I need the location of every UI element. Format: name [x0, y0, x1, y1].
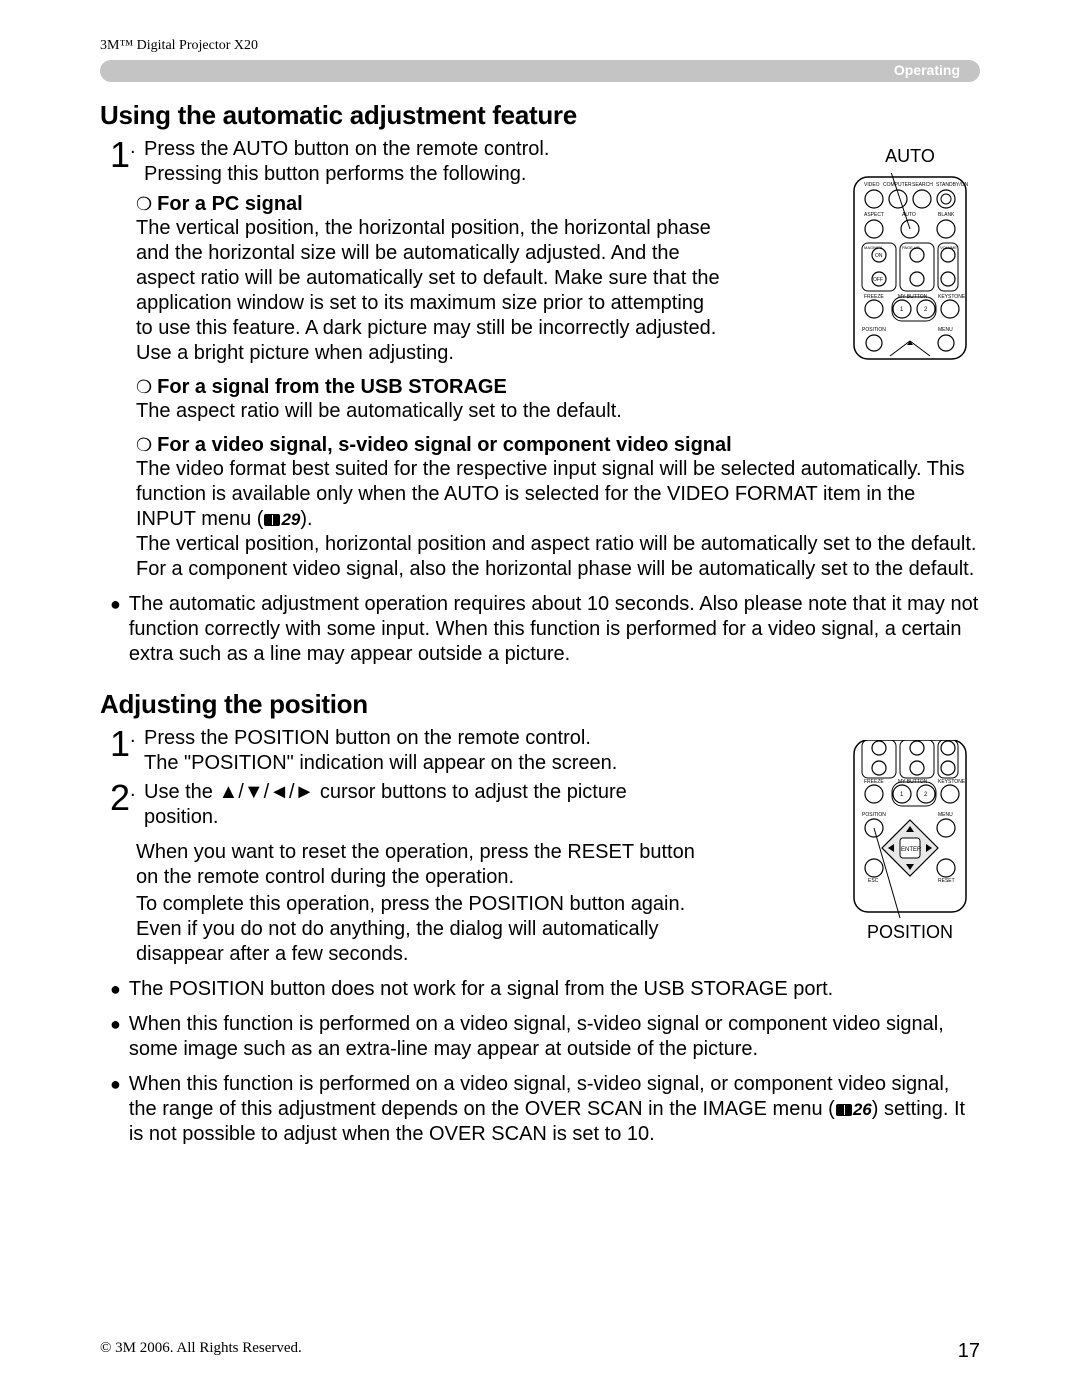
auto-label: AUTO — [850, 146, 970, 167]
svg-text:MY BUTTON: MY BUTTON — [898, 779, 928, 785]
section2-bullet3: When this function is performed on a vid… — [129, 1072, 980, 1147]
svg-text:OFF: OFF — [873, 277, 883, 283]
svg-text:VOLUME: VOLUME — [940, 245, 957, 250]
section-tab-bar: Operating — [100, 60, 980, 82]
svg-text:MY BUTTON: MY BUTTON — [898, 294, 928, 300]
page-number: 17 — [958, 1340, 980, 1363]
svg-text:COMPUTER: COMPUTER — [883, 182, 912, 188]
svg-text:KEYSTONE: KEYSTONE — [938, 779, 966, 785]
usb-signal-body: The aspect ratio will be automatically s… — [136, 399, 980, 424]
position-label: POSITION — [850, 922, 970, 943]
video-signal-body: The video format best suited for the res… — [136, 457, 980, 582]
svg-text:ENTER: ENTER — [901, 847, 922, 853]
svg-text:MENU: MENU — [938, 327, 953, 333]
section2-bullet2: When this function is performed on a vid… — [129, 1012, 980, 1062]
book-icon — [836, 1104, 852, 1116]
svg-text:POSITION: POSITION — [862, 812, 886, 818]
bullet-icon: ● — [110, 977, 121, 1002]
section2-para1: When you want to reset the operation, pr… — [136, 840, 716, 890]
bullet-icon: ● — [110, 592, 121, 667]
section1-bullet1: The automatic adjustment operation requi… — [129, 592, 980, 667]
video-signal-heading: For a video signal, s-video signal or co… — [136, 434, 980, 457]
section2-step2: Use the ▲/▼/◄/► cursor buttons to adjust… — [144, 780, 704, 830]
svg-text:AUTO: AUTO — [902, 212, 916, 218]
pc-signal-heading: For a PC signal — [136, 193, 721, 216]
remote-auto-figure: AUTO VIDEO COMPUTER SEARCH STANDBY/ON AS… — [850, 146, 970, 363]
step1-text: Press the AUTO button on the remote cont… — [144, 137, 549, 187]
step-number-1: 1. — [110, 137, 138, 173]
svg-text:MENU: MENU — [938, 812, 953, 818]
book-icon — [264, 514, 280, 526]
remote-illustration-icon: FREEZE MY BUTTON KEYSTONE 1 2 POSITION M… — [850, 740, 970, 920]
svg-text:FREEZE: FREEZE — [864, 779, 884, 785]
svg-text:MAGNIFY: MAGNIFY — [864, 245, 883, 250]
remote-position-figure: FREEZE MY BUTTON KEYSTONE 1 2 POSITION M… — [850, 740, 970, 943]
svg-text:KEYSTONE: KEYSTONE — [938, 294, 966, 300]
section2-bullet1: The POSITION button does not work for a … — [129, 977, 833, 1002]
step-number-2: 2. — [110, 780, 138, 816]
product-header: 3M™ Digital Projector X20 — [100, 38, 980, 54]
svg-text:SEARCH: SEARCH — [912, 182, 933, 188]
pc-signal-body: The vertical position, the horizontal po… — [136, 216, 721, 366]
page-footer: © 3M 2006. All Rights Reserved. 17 — [100, 1340, 980, 1363]
bullet-icon: ● — [110, 1072, 121, 1147]
svg-text:ESC: ESC — [868, 878, 879, 884]
section-tab-label: Operating — [894, 62, 960, 78]
svg-text:BLANK: BLANK — [938, 212, 955, 218]
svg-text:FREEZE: FREEZE — [864, 294, 884, 300]
svg-text:VIDEO: VIDEO — [864, 182, 880, 188]
svg-text:RESET: RESET — [938, 878, 955, 884]
svg-text:ON: ON — [875, 253, 883, 259]
section2-para2: To complete this operation, press the PO… — [136, 892, 716, 967]
svg-text:POSITION: POSITION — [862, 327, 886, 333]
section2-title: Adjusting the position — [100, 689, 980, 720]
remote-illustration-icon: VIDEO COMPUTER SEARCH STANDBY/ON ASPECT … — [850, 173, 970, 363]
usb-signal-heading: For a signal from the USB STORAGE — [136, 376, 980, 399]
svg-text:STANDBY/ON: STANDBY/ON — [936, 182, 969, 188]
svg-text:PAGE UP: PAGE UP — [902, 245, 920, 250]
section1-title: Using the automatic adjustment feature — [100, 100, 980, 131]
step-number-1b: 1. — [110, 726, 138, 762]
copyright-text: © 3M 2006. All Rights Reserved. — [100, 1340, 302, 1363]
section2-step1: Press the POSITION button on the remote … — [144, 726, 617, 776]
svg-text:ASPECT: ASPECT — [864, 212, 884, 218]
bullet-icon: ● — [110, 1012, 121, 1062]
